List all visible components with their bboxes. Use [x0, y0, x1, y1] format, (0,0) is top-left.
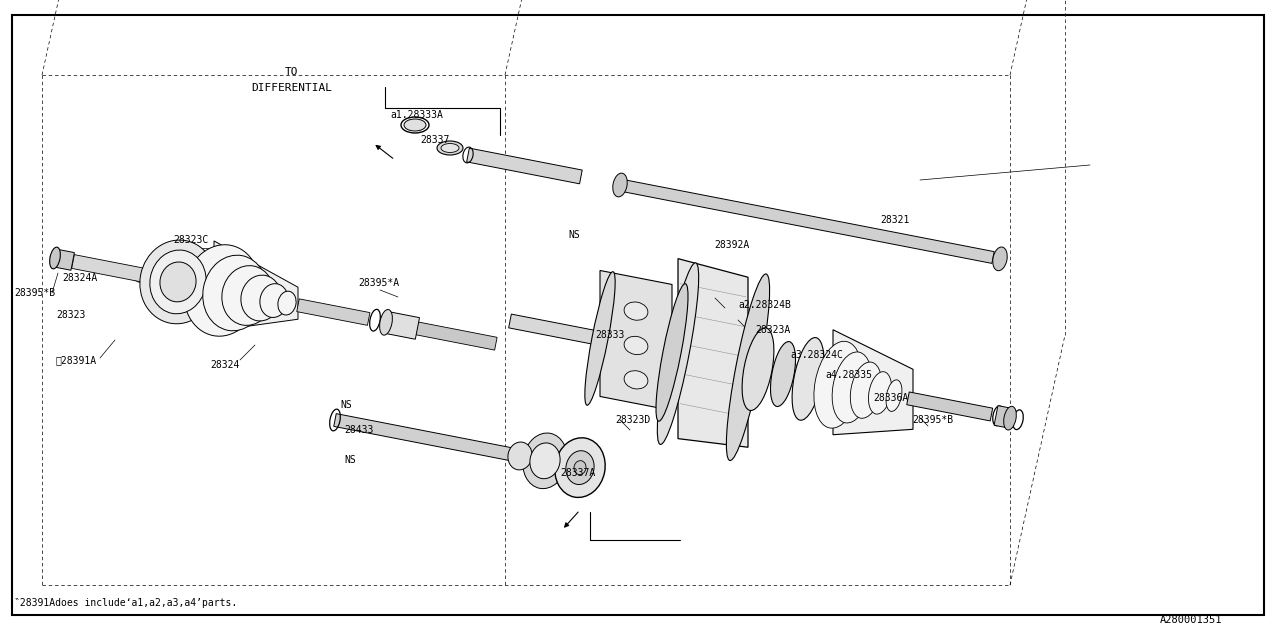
Ellipse shape: [522, 433, 567, 488]
Text: NS: NS: [340, 400, 352, 410]
Text: 28321: 28321: [881, 215, 909, 225]
Polygon shape: [72, 255, 216, 296]
Text: 28323C: 28323C: [173, 235, 209, 245]
Ellipse shape: [868, 372, 892, 414]
Ellipse shape: [508, 442, 532, 470]
Ellipse shape: [850, 362, 882, 419]
Text: 28324A: 28324A: [61, 273, 97, 283]
Ellipse shape: [625, 337, 648, 355]
Text: 28336A: 28336A: [873, 393, 909, 403]
Text: 28395*B: 28395*B: [14, 288, 55, 298]
Text: 28337A: 28337A: [561, 468, 595, 478]
Text: DIFFERENTIAL: DIFFERENTIAL: [251, 83, 333, 93]
Polygon shape: [678, 259, 748, 447]
Polygon shape: [214, 241, 298, 331]
Polygon shape: [618, 179, 995, 264]
Ellipse shape: [150, 250, 206, 314]
Ellipse shape: [625, 302, 648, 320]
Ellipse shape: [202, 255, 268, 331]
Polygon shape: [467, 148, 582, 184]
Polygon shape: [380, 315, 497, 350]
Text: 28323: 28323: [56, 310, 86, 320]
Ellipse shape: [742, 328, 774, 410]
Text: a3.28324C: a3.28324C: [790, 350, 842, 360]
Ellipse shape: [554, 438, 605, 497]
Ellipse shape: [814, 341, 863, 428]
Text: 28324: 28324: [210, 360, 239, 370]
Ellipse shape: [221, 266, 274, 325]
Ellipse shape: [993, 247, 1007, 271]
Polygon shape: [384, 312, 420, 339]
Ellipse shape: [260, 284, 288, 317]
Text: 28392A: 28392A: [714, 240, 749, 250]
Ellipse shape: [1004, 406, 1016, 430]
Ellipse shape: [655, 284, 689, 421]
Ellipse shape: [442, 143, 460, 152]
Ellipse shape: [50, 247, 60, 269]
Polygon shape: [600, 271, 672, 410]
Text: 28395*A: 28395*A: [358, 278, 399, 288]
Text: 28337: 28337: [420, 135, 449, 145]
Ellipse shape: [530, 443, 561, 479]
Ellipse shape: [380, 310, 393, 335]
Polygon shape: [995, 406, 1011, 428]
Ellipse shape: [573, 461, 586, 475]
Text: 28323D: 28323D: [614, 415, 650, 425]
Ellipse shape: [183, 244, 260, 336]
Text: a1.28333A: a1.28333A: [390, 110, 443, 120]
Ellipse shape: [625, 371, 648, 389]
Ellipse shape: [792, 337, 824, 420]
Ellipse shape: [566, 451, 594, 484]
Polygon shape: [54, 249, 74, 270]
Text: A280001351: A280001351: [1160, 615, 1222, 625]
Text: 28333: 28333: [595, 330, 625, 340]
Text: 28433: 28433: [344, 425, 374, 435]
Ellipse shape: [771, 342, 795, 406]
Text: TO: TO: [285, 67, 298, 77]
Polygon shape: [833, 330, 913, 435]
Polygon shape: [334, 413, 513, 461]
Ellipse shape: [241, 275, 282, 321]
Text: 28395*B: 28395*B: [913, 415, 954, 425]
Ellipse shape: [140, 240, 216, 324]
Ellipse shape: [585, 272, 616, 405]
Text: a2.28324B: a2.28324B: [739, 300, 791, 310]
Text: 28323A: 28323A: [755, 325, 790, 335]
Text: a4.28335: a4.28335: [826, 370, 872, 380]
Ellipse shape: [832, 352, 872, 423]
Text: ⠶28391A: ⠶28391A: [55, 355, 96, 365]
Ellipse shape: [404, 119, 426, 131]
Text: NS: NS: [344, 455, 356, 465]
Polygon shape: [508, 314, 600, 345]
Polygon shape: [906, 392, 993, 421]
Polygon shape: [297, 299, 370, 325]
Ellipse shape: [436, 141, 463, 155]
Text: ‶28391Adoes include‘a1,a2,a3,a4’parts.: ‶28391Adoes include‘a1,a2,a3,a4’parts.: [14, 598, 237, 608]
Ellipse shape: [160, 262, 196, 302]
Ellipse shape: [613, 173, 627, 197]
Ellipse shape: [658, 263, 699, 444]
Ellipse shape: [886, 380, 902, 412]
Ellipse shape: [278, 291, 296, 315]
Ellipse shape: [726, 274, 769, 461]
Text: NS: NS: [568, 230, 580, 240]
